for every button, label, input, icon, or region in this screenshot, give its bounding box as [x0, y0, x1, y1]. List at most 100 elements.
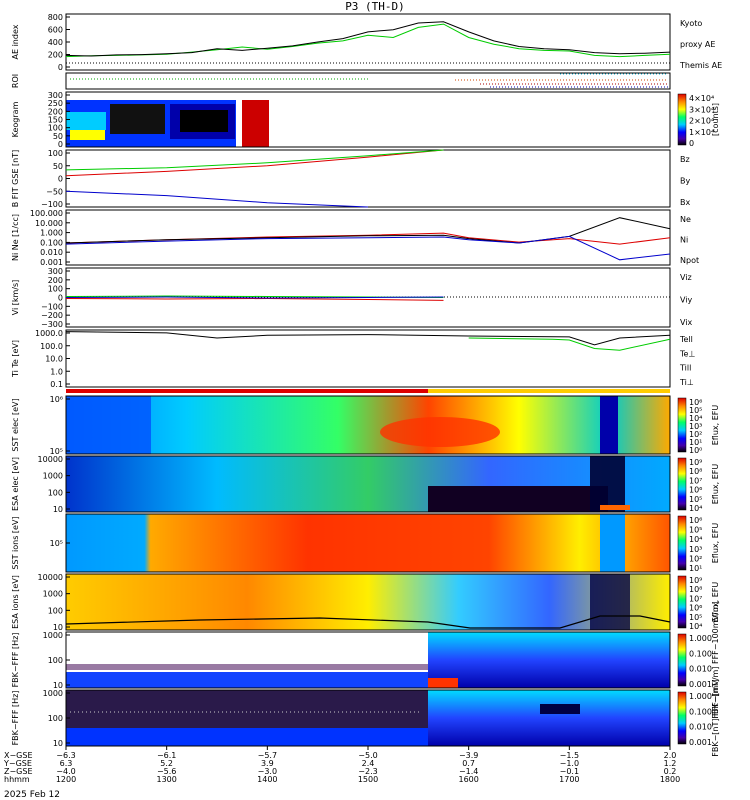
- fbk_b-colorbar-tick: 0.010: [689, 723, 712, 732]
- roi-panel: [65, 72, 671, 90]
- density-ytick: 1.000: [40, 229, 63, 238]
- velocity-ytick: 200: [48, 276, 63, 285]
- x-tick-label: −1.4: [459, 767, 478, 776]
- sst_i-colorbar-tick: 10⁶: [689, 516, 702, 525]
- x-tick-label: 3.9: [261, 759, 274, 768]
- roi-ylabel: ROI: [11, 74, 20, 88]
- esa_i-colorbar: [677, 575, 687, 629]
- velocity-legend-item: Viy: [680, 296, 693, 305]
- x-tick-label: 1.2: [664, 759, 677, 768]
- keogram-ytick: 50: [53, 132, 63, 141]
- keogram-ytick: 250: [48, 99, 63, 108]
- keogram-colorbar-tick: 3×10⁴: [689, 105, 714, 114]
- bfield-ytick: 100: [48, 149, 63, 158]
- velocity-ytick: −300: [41, 320, 63, 329]
- sst_e-colorbar-label: Eflux, EFU: [711, 405, 720, 446]
- temperature-legend-item: Till: [679, 364, 691, 373]
- esa_e-ytick: 100: [48, 488, 63, 497]
- keogram-ytick: 200: [48, 107, 63, 116]
- sst_e-colorbar-tick: 10³: [689, 422, 702, 431]
- keogram-colorbar: [677, 93, 687, 146]
- temperature-ytick: 10.0: [45, 355, 63, 364]
- bfield-series-2: [65, 190, 369, 208]
- x-row-label: X−GSE: [4, 751, 33, 760]
- density-series-2: [65, 235, 671, 261]
- x-tick-label: −6.1: [157, 751, 176, 760]
- x-tick-label: −2.3: [358, 767, 377, 776]
- sst_e-colorbar-tick: 10¹: [689, 438, 702, 447]
- x-tick-label: −5.0: [358, 751, 377, 760]
- velocity-ytick: −100: [41, 302, 63, 311]
- density-ylabel: Ni Ne [1/cc]: [11, 214, 20, 261]
- density-series-0: [65, 232, 671, 245]
- ae-ylabel: AE index: [11, 24, 20, 59]
- bfield-frame: [65, 149, 671, 208]
- keogram-ytick: 100: [48, 124, 63, 133]
- temperature-series-1: [468, 337, 671, 351]
- x-tick-label: −1.5: [560, 751, 579, 760]
- ae-ytick: 0: [58, 63, 63, 72]
- date-label: 2025 Feb 12: [4, 790, 60, 800]
- x-tick-label: 1800: [660, 775, 680, 784]
- bfield-legend-item: Bx: [680, 198, 690, 207]
- density-legend-item: Ni: [680, 236, 688, 245]
- density-series-1: [65, 217, 671, 244]
- ae-legend-item: proxy AE: [680, 40, 715, 49]
- esa_i-frame: [65, 573, 671, 631]
- bfield-ylabel: B FIT GSE [nT]: [11, 150, 20, 208]
- bfield-ytick: −100: [41, 200, 63, 209]
- sst_i-colorbar: [677, 515, 687, 571]
- sst-elec-spectrogram: [66, 396, 670, 454]
- ae-legend-item: Themis AE: [679, 61, 722, 70]
- x-row-label: Y−GSE: [3, 759, 32, 768]
- sst_e-colorbar-tick: 10⁵: [689, 406, 702, 415]
- esa_i-colorbar-tick: 10⁵: [689, 613, 702, 622]
- sst_e-frame: [65, 395, 671, 455]
- fbk_b-ytick: 1000: [43, 689, 63, 698]
- fbk_e-colorbar-tick: 0.001: [689, 680, 712, 689]
- fbk_e-ytick: 100: [48, 656, 63, 665]
- x-tick-label: 2.0: [664, 751, 677, 760]
- velocity-ytick: 300: [48, 267, 63, 276]
- fbk_b-colorbar-tick: 1.000: [689, 692, 712, 701]
- sst_e-colorbar-tick: 10⁶: [689, 398, 702, 407]
- esa_e-colorbar-tick: 10⁷: [689, 476, 702, 485]
- ae-ytick: 600: [48, 26, 63, 35]
- x-tick-label: 1500: [358, 775, 378, 784]
- keogram-colorbar-tick: 2×10⁴: [689, 117, 714, 126]
- density-legend-item: Npot: [680, 256, 699, 265]
- bfield-legend-item: Bz: [680, 155, 690, 164]
- ae-ytick: 200: [48, 51, 63, 60]
- x-tick-label: 1700: [559, 775, 579, 784]
- esa_e-ytick: 10: [53, 505, 63, 514]
- fbk_b-colorbar-tick: 0.001: [689, 738, 712, 747]
- temperature-frame: [65, 329, 671, 388]
- x-tick-label: 1400: [257, 775, 277, 784]
- x-tick-label: 6.3: [60, 759, 73, 768]
- keogram-colorbar-tick: 0: [689, 139, 694, 148]
- x-tick-label: 1200: [56, 775, 76, 784]
- velocity-ytick: −200: [41, 311, 63, 320]
- fbk-b-spectrogram: [66, 690, 670, 746]
- fbk_e-colorbar-label: FBK−[mV/m] FFF−100mV/m]: [711, 601, 720, 718]
- fbk_b-colorbar: [677, 691, 687, 745]
- x-tick-label: 1300: [156, 775, 176, 784]
- bfield-series-1: [65, 149, 444, 171]
- esa_i-ytick: 10: [53, 623, 63, 632]
- x-tick-label: 5.2: [160, 759, 173, 768]
- temperature-ytick: 1.0: [50, 367, 63, 376]
- density-frame: [65, 209, 671, 266]
- page-title: P3 (TH-D): [345, 0, 405, 13]
- keogram-ytick: 0: [58, 140, 63, 149]
- x-tick-label: −0.1: [560, 767, 579, 776]
- sst_i-colorbar-tick: 10²: [689, 554, 702, 563]
- density-ytick: 100.000: [30, 209, 63, 218]
- bfield-legend-item: By: [680, 177, 690, 186]
- esa-ion-spectrogram: [65, 574, 671, 630]
- esa_i-colorbar-tick: 10⁸: [689, 585, 702, 594]
- fbk_b-ytick: 10: [53, 739, 63, 748]
- sst-ion-spectrogram: [66, 514, 670, 572]
- esa_i-colorbar-tick: 10⁴: [689, 622, 702, 631]
- x-tick-label: 2.4: [362, 759, 375, 768]
- x-row-label: Z−GSE: [4, 767, 33, 776]
